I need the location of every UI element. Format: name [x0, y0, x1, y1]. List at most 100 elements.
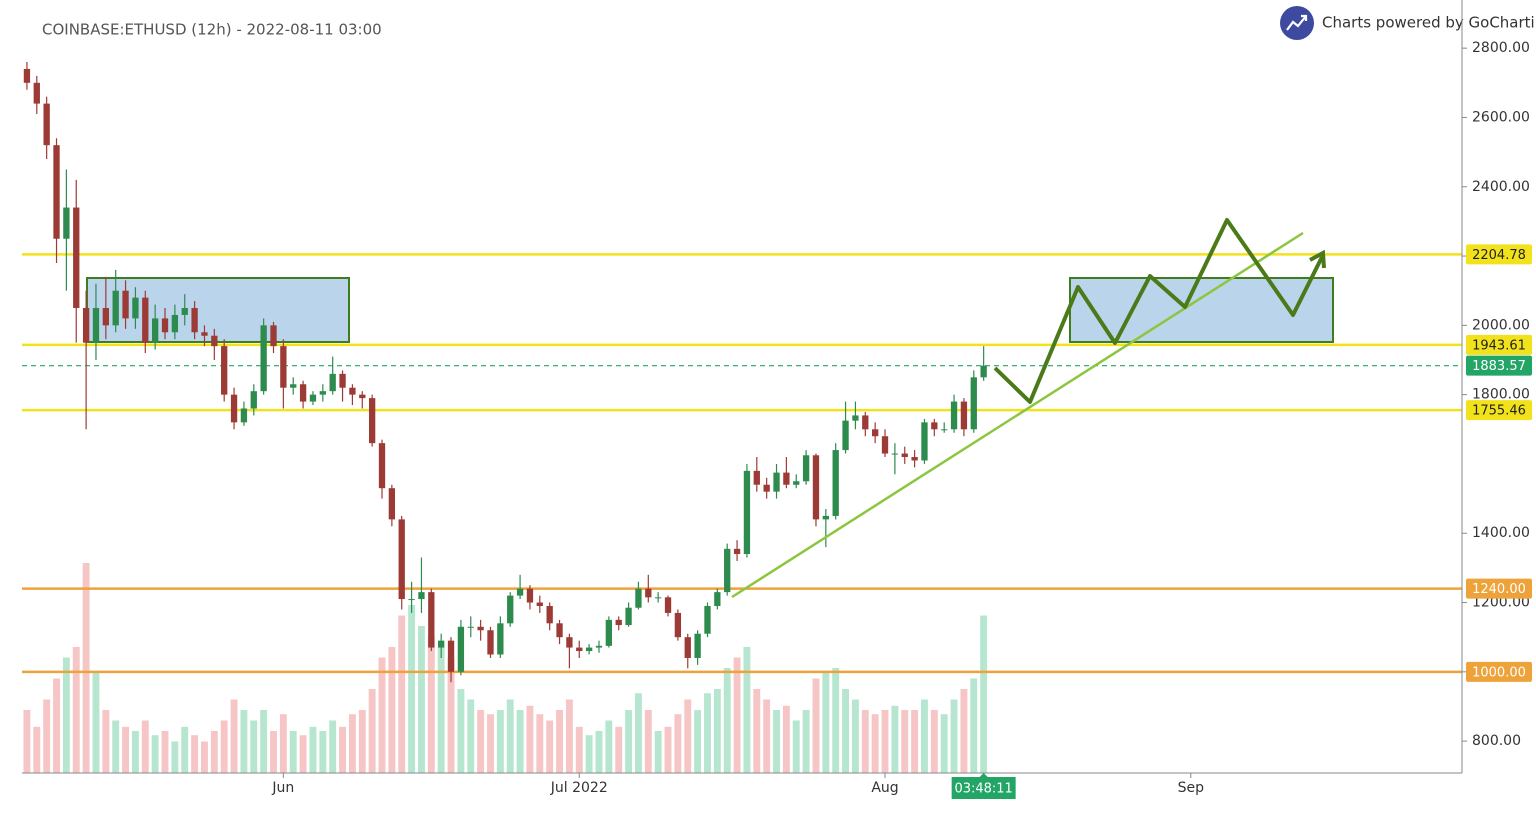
volume-bar [980, 615, 988, 773]
volume-bar [743, 647, 751, 773]
volume-bar [418, 626, 425, 773]
candle-body [753, 470, 760, 485]
candle-body [82, 308, 90, 343]
volume-bar [832, 668, 840, 773]
candle-body [842, 420, 849, 451]
brand-logo [1280, 6, 1314, 40]
candle-body [655, 597, 662, 599]
candle-body [911, 457, 918, 461]
volume-bar [23, 710, 31, 773]
candle-body [852, 415, 859, 421]
volume-bar [467, 699, 475, 773]
y-tick-label: 2400.00 [1472, 179, 1530, 195]
volume-bar [871, 714, 879, 773]
candle-body [556, 623, 563, 638]
volume-bar [171, 741, 179, 773]
volume-bar [319, 731, 327, 773]
candle-body [112, 290, 119, 326]
candle-body [329, 373, 336, 392]
candle-body [418, 592, 425, 600]
price-tag-label: 1000.00 [1472, 665, 1526, 680]
volume-bar [851, 699, 859, 773]
volume-bar [62, 657, 70, 773]
candle-body [181, 308, 188, 315]
chart-title: COINBASE:ETHUSD (12h) - 2022-08-11 03:00 [42, 21, 382, 39]
candle-body [704, 605, 711, 634]
volume-bar [684, 699, 692, 773]
volume-bar [151, 735, 159, 773]
current-price-tag [1466, 355, 1532, 376]
candle-body [230, 394, 238, 423]
candle-body [862, 415, 869, 430]
volume-bar [723, 668, 731, 773]
volume-bar [329, 720, 337, 773]
volume-bar [53, 678, 60, 773]
candle-body [290, 384, 297, 388]
volume-bar [309, 726, 317, 773]
candle-body [73, 207, 80, 309]
candle-body [102, 308, 109, 326]
volume-bar [447, 657, 455, 773]
candle-body [664, 597, 672, 613]
volume-bar [861, 710, 869, 773]
candle-body [171, 314, 179, 333]
candle-body [280, 346, 287, 388]
candle-body [802, 455, 810, 482]
candle-body [428, 592, 435, 648]
volume-bar [822, 672, 830, 773]
volume-bar [92, 672, 100, 773]
candle-layer [23, 62, 987, 683]
volume-bar [704, 693, 711, 773]
price-tag [1466, 244, 1532, 265]
countdown-tag [951, 777, 1016, 799]
candle-body [931, 422, 938, 430]
candle-body [221, 346, 228, 395]
volume-bar [773, 710, 780, 773]
volume-bar [565, 699, 573, 773]
candle-body [970, 377, 977, 430]
y-tick-label: 1800.00 [1472, 387, 1530, 403]
volume-bar [348, 714, 356, 773]
candle-body [201, 332, 208, 336]
volume-bar [575, 726, 583, 773]
volume-bar [763, 699, 771, 773]
candle-body [881, 436, 889, 454]
volume-bar [782, 705, 790, 773]
candle-body [260, 325, 267, 392]
volume-bar [122, 726, 130, 773]
volume-bar [427, 636, 435, 773]
candle-body [793, 481, 800, 485]
candle-body [941, 429, 948, 431]
current-price-label: 1883.57 [1472, 359, 1526, 374]
volume-bar [881, 710, 889, 773]
candle-body [832, 450, 839, 516]
candle-body [122, 290, 129, 319]
y-tick-label: 2600.00 [1472, 109, 1530, 125]
volume-bar [674, 714, 682, 773]
volume-bar [141, 720, 149, 773]
volume-bar [595, 731, 603, 773]
candle-body [477, 626, 484, 631]
volume-bar [457, 689, 465, 773]
axis-layer: 800.001000.001200.001400.001800.002000.0… [22, 0, 1532, 799]
volume-bar [388, 647, 396, 773]
price-tag-label: 1755.46 [1472, 404, 1526, 419]
candle-body [398, 519, 405, 600]
x-tick-label: Jun [271, 780, 294, 796]
volume-bar [536, 714, 544, 773]
candle-body [812, 455, 820, 520]
candle-body [783, 472, 790, 485]
candle-body [359, 394, 366, 399]
volume-bar [82, 563, 90, 773]
volume-bar [526, 705, 534, 773]
volume-bar [506, 699, 514, 773]
volume-bar [201, 741, 208, 773]
volume-bar [634, 693, 642, 773]
volume-bar [950, 699, 958, 773]
y-tick-label: 2000.00 [1472, 317, 1530, 333]
candle-body [447, 640, 455, 672]
volume-bar [210, 731, 218, 773]
candle-body [684, 637, 691, 658]
candle-body [53, 145, 60, 239]
volume-bar [842, 689, 850, 773]
